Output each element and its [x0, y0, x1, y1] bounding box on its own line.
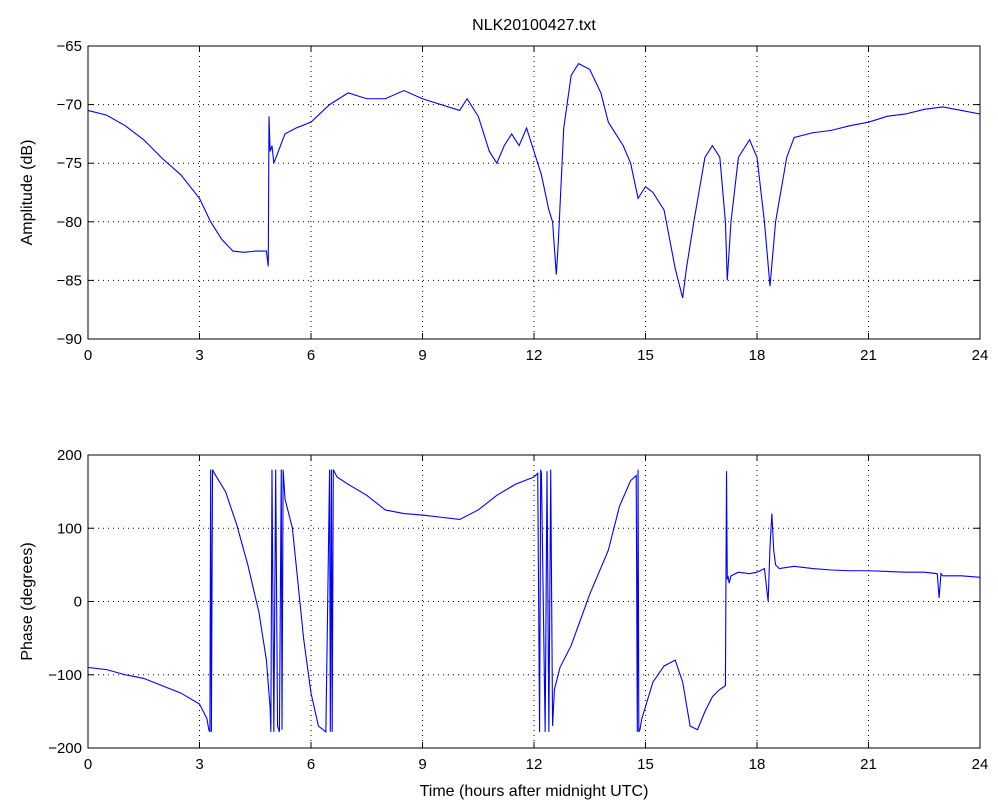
amplitude-x-tick-label: 3 [195, 347, 203, 364]
phase-x-tick-label: 15 [637, 756, 654, 773]
phase-x-tick-label: 9 [418, 756, 426, 773]
amplitude-y-tick-label: −65 [57, 38, 82, 55]
amplitude-x-tick-label: 15 [637, 347, 654, 364]
phase-x-tick-label: 6 [307, 756, 315, 773]
phase-ticks: 0 3 6 9 12 15 18 21 24 −200 −100 0 100 200 [48, 447, 988, 773]
phase-y-tick-label: 100 [57, 520, 82, 537]
phase-y-tick-label: 0 [74, 594, 82, 611]
phase-x-tick-label: 18 [749, 756, 766, 773]
amplitude-x-tick-label: 9 [418, 347, 426, 364]
phase-y-tick-label: −100 [48, 667, 82, 684]
amplitude-panel: 0 3 6 9 12 15 18 21 24 −90 −85 −80 −75 −70 −65 Amplitu… [19, 38, 988, 364]
amplitude-y-tick-label: −80 [57, 214, 82, 231]
amplitude-x-tick-label: 0 [84, 347, 92, 364]
phase-series-line [87, 469, 981, 734]
amplitude-ticks: 0 3 6 9 12 15 18 21 24 −90 −85 −80 −75 −70 −65 [57, 38, 989, 364]
phase-x-tick-label: 21 [860, 756, 877, 773]
amplitude-y-tick-label: −90 [57, 331, 82, 348]
amplitude-x-tick-label: 18 [749, 347, 766, 364]
amplitude-x-tick-label: 24 [972, 347, 989, 364]
amplitude-x-tick-label: 21 [860, 347, 877, 364]
phase-x-tick-label: 0 [84, 756, 92, 773]
phase-axes-frame [87, 454, 981, 749]
amplitude-y-tick-label: −85 [57, 272, 82, 289]
phase-x-axis-label: Time (hours after midnight UTC) [420, 783, 649, 800]
phase-x-tick-label: 12 [526, 756, 543, 773]
chart-title: NLK20100427.txt [472, 17, 596, 34]
amplitude-series-line [87, 62, 981, 299]
phase-grid [88, 455, 980, 748]
amplitude-axes-frame [87, 45, 981, 340]
amplitude-y-axis-label: Amplitude (dB) [19, 140, 36, 246]
phase-y-axis-label: Phase (degrees) [19, 542, 36, 660]
amplitude-grid [88, 46, 980, 339]
amplitude-y-tick-label: −75 [57, 155, 82, 172]
amplitude-y-tick-label: −70 [57, 97, 82, 114]
amplitude-x-tick-label: 12 [526, 347, 543, 364]
phase-x-tick-label: 3 [195, 756, 203, 773]
amplitude-x-tick-label: 6 [307, 347, 315, 364]
phase-y-tick-label: −200 [48, 740, 82, 757]
phase-y-tick-label: 200 [57, 447, 82, 464]
phase-x-tick-label: 24 [972, 756, 989, 773]
phase-panel: 0 3 6 9 12 15 18 21 24 −200 −100 0 100 200 Phase (deg… [19, 447, 988, 800]
